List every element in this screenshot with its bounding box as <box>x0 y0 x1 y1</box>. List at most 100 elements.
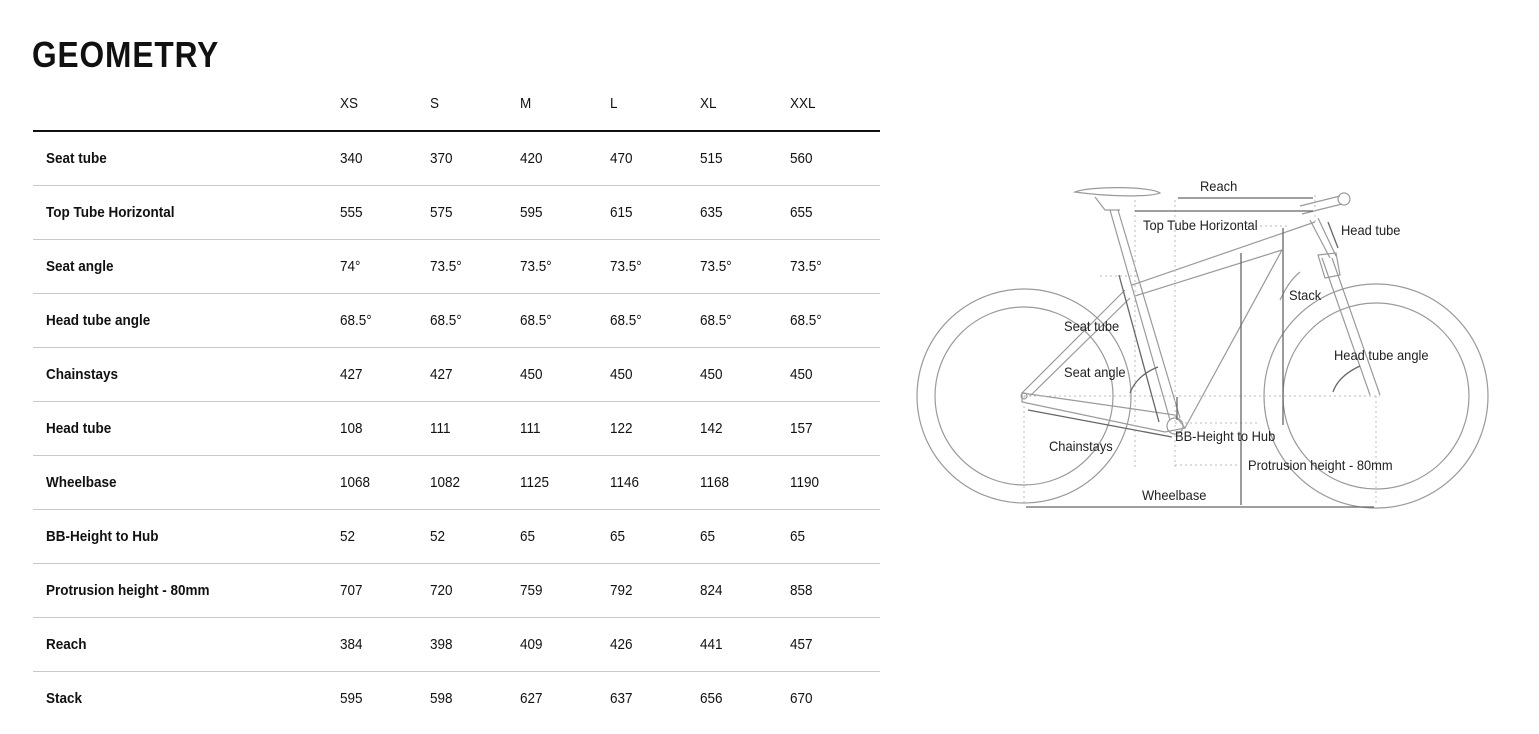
header-empty <box>33 76 340 132</box>
cell-xxl: 73.5° <box>789 239 880 294</box>
cell-xs: 555 <box>339 185 430 240</box>
column-header-xxl: XXL <box>789 76 880 132</box>
frame <box>1021 392 1187 433</box>
table-row: Head tube angle 68.5° 68.5° 68.5° 68.5° 68.5°… <box>33 293 880 348</box>
row-label: Reach <box>33 617 340 672</box>
cell-xl: 635 <box>699 185 790 240</box>
cell-l: 73.5° <box>609 239 700 294</box>
cell-xs: 1068 <box>339 455 430 510</box>
cell-l: 68.5° <box>609 293 700 348</box>
row-label: Chainstays <box>33 347 340 402</box>
cell-m: 450 <box>519 347 610 402</box>
geometry-table: XS S M L XL XXL Seat tube 340 370 420 470 515… <box>33 76 880 725</box>
cell-xl: 65 <box>699 509 790 564</box>
cell-xl: 450 <box>699 347 790 402</box>
label-seat-tube: Seat tube <box>1064 318 1120 334</box>
cell-xxl: 670 <box>789 690 813 707</box>
cell-s: 111 <box>429 401 520 456</box>
cell-m: 420 <box>519 131 610 186</box>
column-header-xl: XL <box>699 76 790 132</box>
cell-s: 398 <box>429 617 520 672</box>
cell-s: 73.5° <box>429 239 520 294</box>
cell-m: 1125 <box>519 455 610 510</box>
label-protrusion: Protrusion height - 80mm <box>1248 457 1393 473</box>
row-label: Protrusion height - 80mm <box>33 563 340 618</box>
label-reach: Reach <box>1200 178 1238 194</box>
cell-xl: 73.5° <box>699 239 790 294</box>
cell-l: 426 <box>609 617 700 672</box>
label-wheelbase: Wheelbase <box>1142 487 1207 503</box>
cell-xl: 656 <box>699 690 723 707</box>
rear-wheel-rim <box>934 306 1114 486</box>
column-header-s: S <box>429 76 520 132</box>
stem <box>1299 195 1343 215</box>
cell-m: 409 <box>519 617 610 672</box>
bottom-bracket <box>1166 417 1184 435</box>
table-row: Head tube 108 111 111 122 142 157 <box>33 401 880 456</box>
cell-xs: 340 <box>339 131 430 186</box>
seat-tube-arrow <box>1118 274 1160 423</box>
label-bb-height: BB-Height to Hub <box>1175 428 1276 444</box>
down-tube <box>1184 249 1301 429</box>
label-top-tube: Top Tube Horizontal <box>1143 217 1258 233</box>
row-label: Seat tube <box>33 131 340 186</box>
cell-xs: 52 <box>339 509 430 564</box>
cell-xxl: 457 <box>789 617 880 672</box>
cell-l: 792 <box>609 563 700 618</box>
table-row: Wheelbase 1068 1082 1125 1146 1168 1190 <box>33 455 880 510</box>
row-label: Head tube angle <box>33 293 340 348</box>
table-row: Reach 384 398 409 426 441 457 <box>33 617 880 672</box>
cell-m: 759 <box>519 563 610 618</box>
cell-xs: 74° <box>339 239 430 294</box>
table-row: Seat angle 74° 73.5° 73.5° 73.5° 73.5° 73.5° <box>33 239 880 294</box>
cell-xl: 515 <box>699 131 790 186</box>
label-stack: Stack <box>1289 287 1322 303</box>
head-tube-arrow <box>1327 221 1339 249</box>
cell-l: 637 <box>609 690 633 707</box>
cell-xl: 824 <box>699 563 790 618</box>
cell-s: 575 <box>429 185 520 240</box>
cell-m: 68.5° <box>519 293 610 348</box>
cell-xxl: 655 <box>789 185 880 240</box>
table-row: Protrusion height - 80mm 707 720 759 792 824 8… <box>33 563 880 618</box>
row-label: Top Tube Horizontal <box>33 185 340 240</box>
cell-s: 52 <box>429 509 520 564</box>
cell-xl: 441 <box>699 617 790 672</box>
page-title: GEOMETRY <box>32 34 220 75</box>
table-row: BB-Height to Hub 52 52 65 65 65 65 <box>33 509 880 564</box>
cell-xs: 427 <box>339 347 430 402</box>
dimension-arrows <box>1026 197 1374 508</box>
label-head-tube-angle: Head tube angle <box>1334 347 1429 363</box>
cell-l: 470 <box>609 131 700 186</box>
table-row: Chainstays 427 427 450 450 450 450 <box>33 347 880 402</box>
top-tube <box>1131 221 1316 297</box>
row-label: Head tube <box>33 401 340 456</box>
row-label: Wheelbase <box>33 455 340 510</box>
table-header-row: XS S M L XL XXL <box>33 76 880 132</box>
cell-xs: 108 <box>339 401 430 456</box>
column-header-m: M <box>519 76 610 132</box>
cell-l: 1146 <box>609 455 700 510</box>
cell-s: 598 <box>429 690 453 707</box>
seat-angle-arc <box>1129 366 1159 394</box>
table-row: Top Tube Horizontal 555 575 595 615 635 655 <box>33 185 880 240</box>
cell-s: 370 <box>429 131 520 186</box>
cell-s: 427 <box>429 347 520 402</box>
row-label: Seat angle <box>33 239 340 294</box>
cell-l: 122 <box>609 401 700 456</box>
cell-xxl: 157 <box>789 401 880 456</box>
cell-xxl: 1190 <box>789 455 880 510</box>
label-head-tube: Head tube <box>1341 222 1401 238</box>
cell-xxl: 560 <box>789 131 880 186</box>
cell-l: 65 <box>609 509 700 564</box>
label-seat-angle: Seat angle <box>1064 364 1126 380</box>
row-label: Stack <box>46 690 83 707</box>
row-label: BB-Height to Hub <box>33 509 340 564</box>
seat-tube <box>1109 209 1181 421</box>
cell-xs: 384 <box>339 617 430 672</box>
rear-dropout <box>1020 392 1028 400</box>
cell-m: 627 <box>519 690 543 707</box>
cell-xxl: 858 <box>789 563 880 618</box>
cell-m: 111 <box>519 401 610 456</box>
